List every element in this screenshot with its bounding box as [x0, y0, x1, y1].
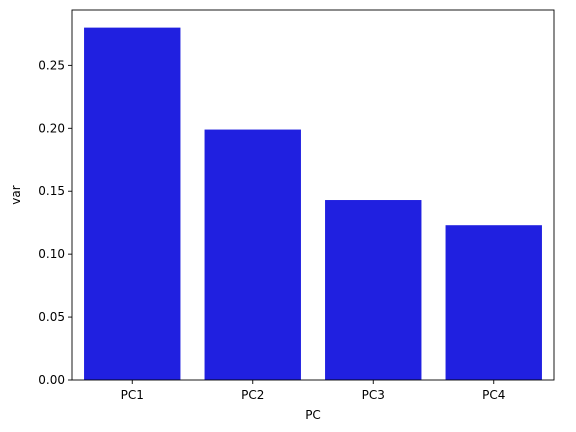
x-tick-label: PC3 [362, 388, 385, 402]
x-tick-label: PC1 [121, 388, 144, 402]
y-tick-label: 0.10 [38, 247, 65, 261]
y-tick-label: 0.00 [38, 373, 65, 387]
bar-pc3 [325, 200, 422, 380]
y-axis-label: var [9, 185, 23, 204]
bar-pc1 [84, 27, 181, 380]
x-tick-label: PC2 [241, 388, 264, 402]
x-axis-label: PC [305, 408, 321, 422]
x-axis-ticks: PC1 PC2 PC3 PC4 [121, 380, 505, 402]
y-tick-label: 0.20 [38, 121, 65, 135]
bar-pc2 [204, 129, 301, 380]
y-axis-ticks: 0.00 0.05 0.10 0.15 0.20 0.25 [38, 58, 72, 387]
x-tick-label: PC4 [482, 388, 505, 402]
y-tick-label: 0.05 [38, 310, 65, 324]
bars-group [84, 27, 542, 380]
y-tick-label: 0.25 [38, 58, 65, 72]
plot-frame [71, 9, 555, 381]
bar-pc4 [445, 225, 542, 380]
y-tick-label: 0.15 [38, 184, 65, 198]
